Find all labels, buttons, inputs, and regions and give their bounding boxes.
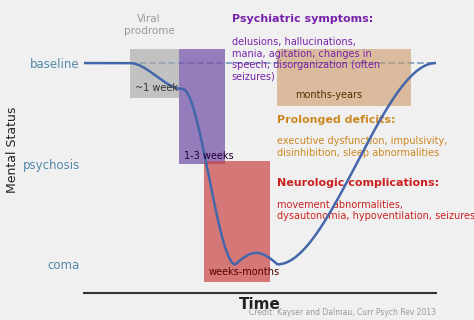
Bar (130, 49, 179, 98)
Text: ~1 week: ~1 week (135, 83, 178, 93)
Y-axis label: Mental Status: Mental Status (6, 106, 18, 193)
Bar (179, 49, 225, 164)
Bar (277, 49, 411, 106)
Text: delusions, hallucinations,
mania, agitation, changes in
speech, disorganization : delusions, hallucinations, mania, agitat… (232, 37, 380, 82)
Text: Neurologic complications:: Neurologic complications: (277, 178, 439, 188)
Bar (204, 161, 271, 282)
X-axis label: Time: Time (239, 297, 281, 312)
Text: executive dysfunction, impulsivity,
disinhibition, sleep abnormalities: executive dysfunction, impulsivity, disi… (277, 136, 448, 158)
Text: movement abnormalities,
dysautonomia, hypoventilation, seizures: movement abnormalities, dysautonomia, hy… (277, 200, 474, 221)
Text: weeks-months: weeks-months (209, 267, 280, 277)
Text: months-years: months-years (295, 91, 362, 100)
Text: Prolonged deficits:: Prolonged deficits: (277, 115, 396, 125)
Text: Viral
prodrome: Viral prodrome (124, 14, 174, 36)
Text: 1-3 weeks: 1-3 weeks (184, 151, 234, 161)
Text: Psychiatric symptoms:: Psychiatric symptoms: (232, 14, 373, 24)
Text: Credit: Kayser and Dalmau, Curr Psych Rev 2013: Credit: Kayser and Dalmau, Curr Psych Re… (249, 308, 436, 316)
